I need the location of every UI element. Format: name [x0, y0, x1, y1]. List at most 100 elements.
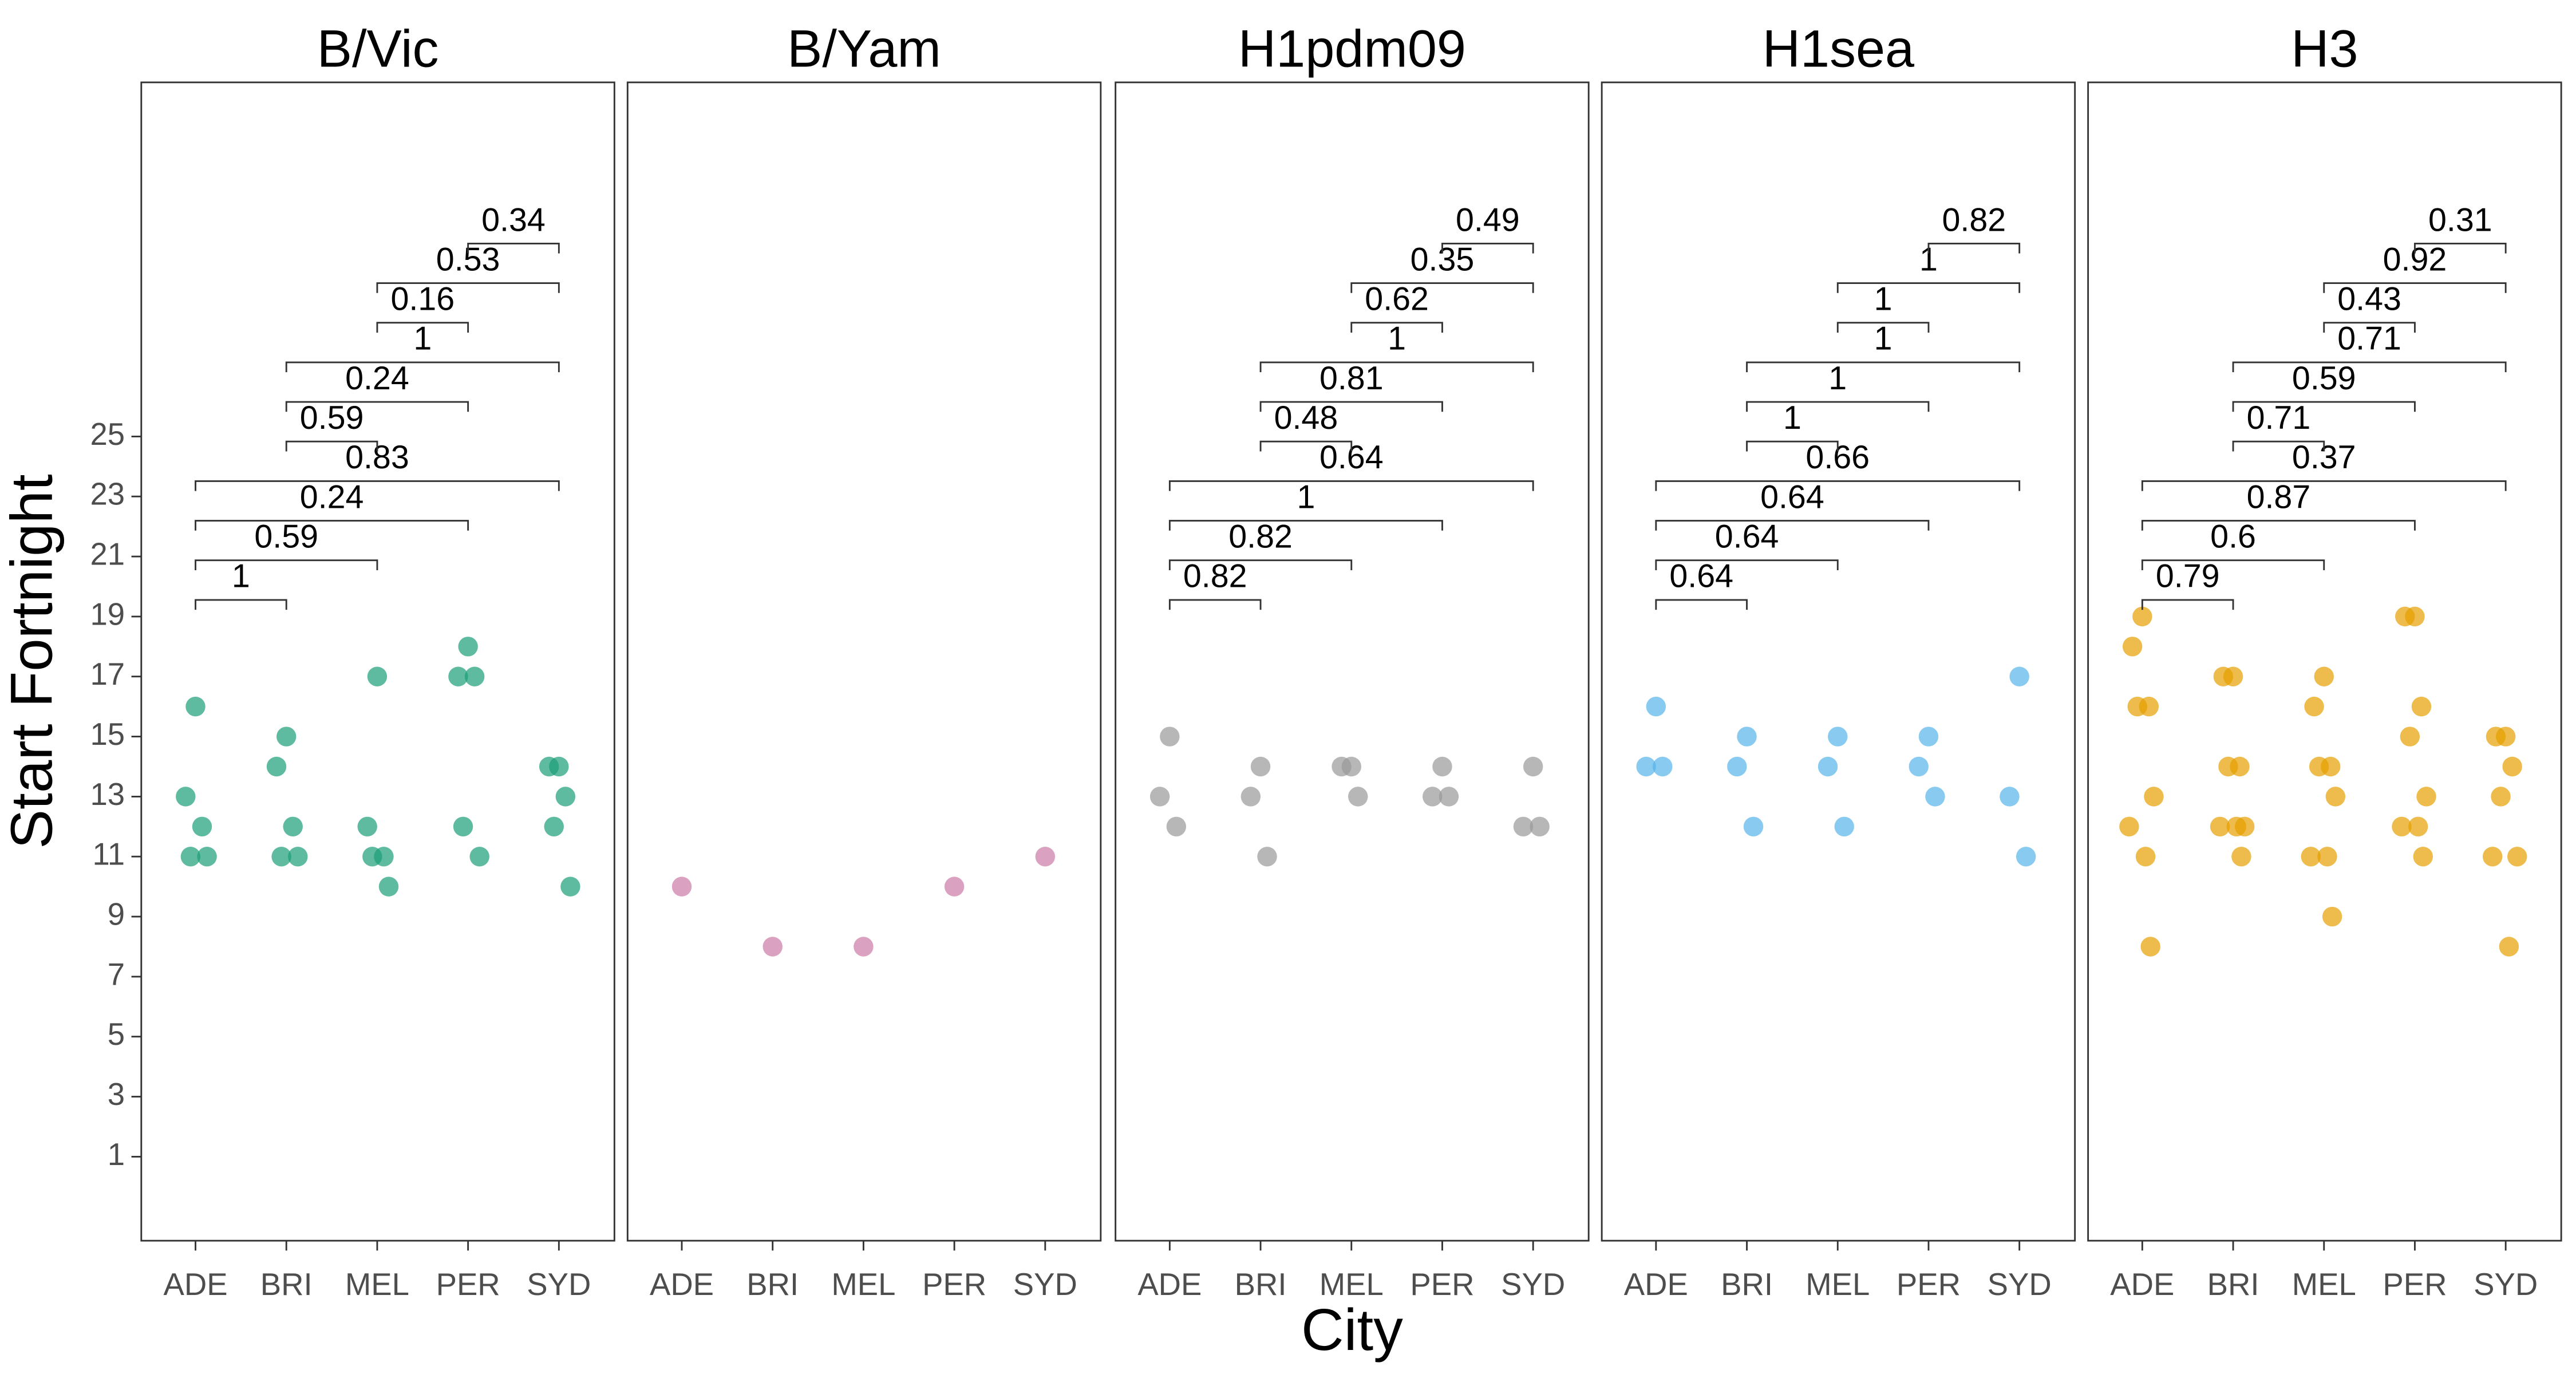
bracket — [1746, 440, 1839, 452]
panel-title: H1sea — [1763, 19, 1915, 78]
point — [362, 847, 382, 867]
panel-border — [140, 81, 615, 1242]
point — [2314, 666, 2334, 686]
point — [2119, 816, 2139, 837]
point — [357, 816, 377, 837]
bracket — [1836, 322, 1930, 333]
point — [1513, 816, 1534, 837]
point — [2213, 666, 2234, 686]
point — [2132, 606, 2152, 627]
bracket — [1746, 401, 1930, 412]
point — [2122, 637, 2143, 657]
point — [2395, 606, 2415, 627]
p-value-label: 0.81 — [1319, 360, 1384, 397]
point — [555, 787, 576, 807]
bracket — [467, 242, 560, 254]
point — [1149, 787, 1170, 807]
point — [762, 937, 783, 957]
point — [1743, 816, 1764, 837]
point — [185, 696, 206, 717]
point — [464, 666, 485, 686]
bracket — [285, 361, 560, 373]
point — [1909, 756, 1929, 777]
panel-border — [1601, 81, 2076, 1242]
panel-border — [2087, 81, 2562, 1242]
point — [1432, 756, 1452, 777]
p-value-label: 0.59 — [300, 400, 364, 436]
point — [1834, 816, 1854, 837]
point — [1727, 756, 1747, 777]
panel-title: B/Yam — [787, 19, 941, 78]
point — [453, 816, 473, 837]
point — [1828, 727, 1848, 747]
p-value-label: 0.64 — [1669, 558, 1733, 595]
p-value-label: 0.71 — [2337, 321, 2401, 357]
y-tick-label: 3 — [108, 1077, 125, 1112]
point — [176, 787, 196, 807]
point — [1348, 787, 1368, 807]
bracket — [376, 282, 560, 293]
point — [1530, 816, 1550, 837]
bracket — [1836, 282, 2021, 293]
point — [448, 666, 468, 686]
p-value-label: 0.59 — [2292, 360, 2356, 397]
point — [2135, 847, 2156, 867]
point — [2408, 816, 2428, 837]
point — [271, 847, 291, 867]
bracket — [1441, 242, 1534, 254]
bracket — [1259, 361, 1534, 373]
point — [2325, 787, 2346, 807]
p-value-label: 1 — [1297, 479, 1315, 515]
bracket — [2141, 520, 2416, 531]
point — [2210, 816, 2230, 837]
y-tick-label: 23 — [90, 477, 125, 512]
bracket — [1655, 599, 1748, 610]
point — [2413, 847, 2433, 867]
p-value-label: 1 — [413, 321, 432, 357]
point — [2231, 847, 2251, 867]
panel-border — [626, 81, 1102, 1242]
point — [1240, 787, 1261, 807]
point — [180, 847, 201, 867]
p-value-label: 1 — [232, 558, 250, 595]
x-tick-label: MEL — [2292, 1267, 2356, 1302]
x-tick-label: PER — [922, 1267, 986, 1302]
x-tick-label: MEL — [345, 1267, 409, 1302]
p-value-label: 0.43 — [2337, 281, 2401, 318]
bracket — [195, 480, 560, 491]
point — [288, 847, 308, 867]
point — [2304, 696, 2324, 717]
point — [367, 666, 388, 686]
point — [2502, 756, 2522, 777]
point — [2499, 937, 2519, 957]
bracket — [1168, 480, 1534, 491]
point — [1166, 816, 1187, 837]
point — [2301, 847, 2321, 867]
x-tick-label: ADE — [650, 1267, 714, 1302]
point — [1918, 727, 1939, 747]
point — [1653, 756, 1673, 777]
y-tick-label: 25 — [90, 417, 125, 452]
x-tick-label: PER — [2383, 1267, 2447, 1302]
y-tick-label: 17 — [90, 657, 125, 692]
point — [2416, 787, 2436, 807]
point — [671, 876, 692, 897]
bracket — [2232, 440, 2325, 452]
x-tick-label: BRI — [1721, 1267, 1773, 1302]
p-value-label: 0.71 — [2247, 400, 2311, 436]
bracket — [285, 401, 469, 412]
x-tick-label: MEL — [831, 1267, 895, 1302]
bracket — [195, 599, 287, 610]
bracket — [2141, 480, 2507, 491]
bracket — [1168, 559, 1353, 570]
x-tick-label: BRI — [746, 1267, 799, 1302]
p-value-label: 0.87 — [2247, 479, 2311, 515]
x-tick-label: BRI — [260, 1267, 313, 1302]
point — [1250, 756, 1271, 777]
bracket — [1655, 559, 1839, 570]
y-tick-label: 15 — [90, 717, 125, 752]
x-tick-label: ADE — [1624, 1267, 1688, 1302]
x-axis-label: City — [1301, 1296, 1403, 1363]
point — [944, 876, 965, 897]
